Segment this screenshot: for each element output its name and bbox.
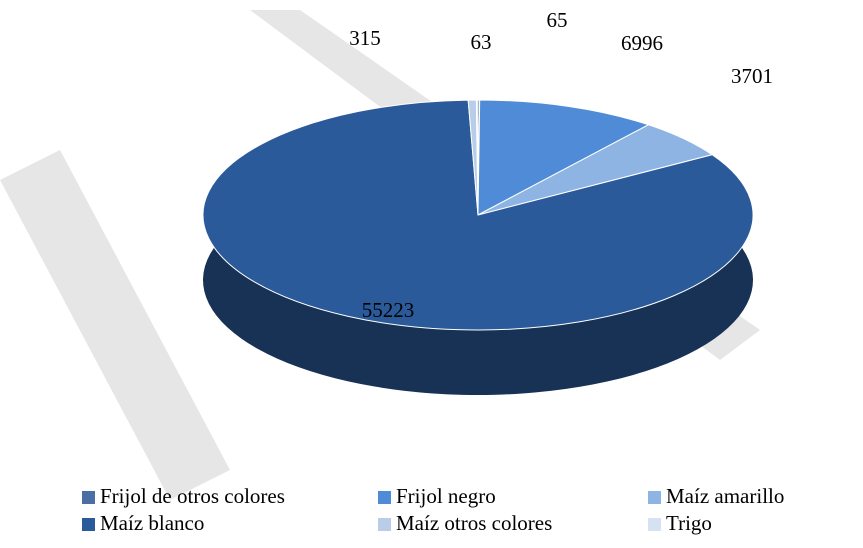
legend-label: Trigo [666,511,712,535]
data-label: 3701 [731,64,773,88]
legend-swatch [648,518,661,531]
data-labels: 65 6996 3701 55223 315 63 [349,8,773,322]
data-label: 55223 [362,298,415,322]
legend-label: Frijol de otros colores [100,484,285,508]
legend-swatch [82,491,95,504]
legend-swatch [82,518,95,531]
legend-label: Frijol negro [396,484,496,508]
data-label: 6996 [621,31,663,55]
pie [202,99,754,395]
slice [475,99,479,216]
legend-swatch [648,491,661,504]
data-label: 65 [547,8,568,32]
legend: Frijol de otros colores Frijol negro Maíz … [82,484,784,535]
slice [202,99,754,331]
slice [477,99,650,216]
data-label: 63 [471,30,492,54]
legend-label: Maíz amarillo [666,484,784,508]
data-label: 315 [349,26,381,50]
legend-label: Maíz otros colores [396,511,552,535]
legend-swatch [378,491,391,504]
legend-swatch [378,518,391,531]
legend-label: Maíz blanco [100,511,204,535]
